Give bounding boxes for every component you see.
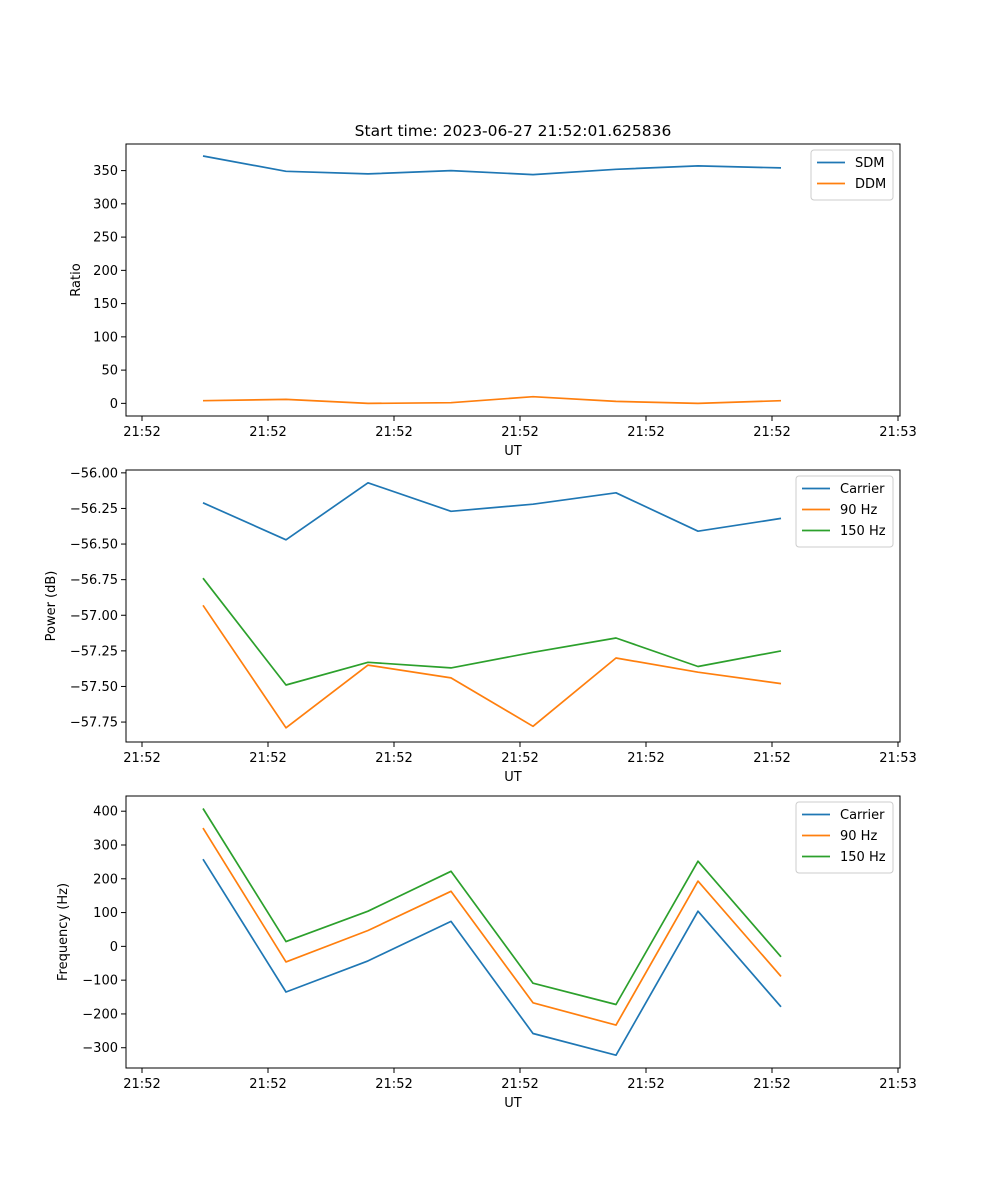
x-tick-label: 21:52 — [123, 751, 160, 766]
x-tick-label: 21:52 — [627, 751, 664, 766]
y-tick-label: 300 — [93, 197, 118, 212]
y-tick-label: −57.00 — [70, 609, 118, 624]
x-tick-label: 21:53 — [879, 751, 916, 766]
x-tick-label: 21:52 — [249, 1077, 286, 1092]
x-tick-label: 21:52 — [123, 425, 160, 440]
y-tick-label: −56.00 — [70, 466, 118, 481]
chart-title: Start time: 2023-06-27 21:52:01.625836 — [355, 122, 672, 140]
legend-entry: 90 Hz — [840, 829, 877, 844]
series-line-90-hz — [202, 827, 782, 1026]
legend-frame — [795, 475, 894, 548]
legend-entry: Carrier — [840, 808, 885, 823]
legend: Carrier 90 Hz 150 Hz — [795, 801, 894, 874]
y-tick-label: 200 — [93, 264, 118, 279]
legend-entry: DDM — [855, 177, 886, 192]
legend-entry: 150 Hz — [840, 850, 886, 865]
x-axis-label: UT — [504, 444, 522, 459]
y-tick-label: 300 — [93, 838, 118, 853]
x-tick-label: 21:52 — [249, 425, 286, 440]
series-line-90-hz — [202, 604, 782, 729]
y-tick-label: 250 — [93, 231, 118, 246]
series-line-150-hz — [202, 808, 782, 1006]
x-tick-label: 21:52 — [627, 1077, 664, 1092]
legend: SDM DDM — [810, 149, 894, 201]
series-line-ddm — [202, 395, 782, 405]
x-tick-label: 21:53 — [879, 425, 916, 440]
series-line-sdm — [202, 155, 782, 176]
y-tick-label: −56.50 — [70, 538, 118, 553]
x-tick-label: 21:52 — [501, 1077, 538, 1092]
plot-frame — [125, 143, 901, 417]
y-axis-label: Frequency (Hz) — [56, 883, 71, 981]
legend-entry: 150 Hz — [840, 524, 886, 539]
y-tick-label: 350 — [93, 164, 118, 179]
y-tick-label: −200 — [82, 1007, 118, 1022]
series-line-150-hz — [202, 577, 782, 686]
x-tick-label: 21:52 — [123, 1077, 160, 1092]
x-tick-label: 21:52 — [249, 751, 286, 766]
chart-panel-3: 21:52 21:52 21:52 21:52 21:52 21:52 21:53 UT −30… — [56, 795, 917, 1111]
legend-entry: 90 Hz — [840, 503, 877, 518]
y-tick-label: 0 — [110, 940, 118, 955]
series-line-carrier — [202, 481, 782, 541]
y-tick-label: 0 — [110, 397, 118, 412]
y-axis-label: Ratio — [69, 263, 84, 296]
y-tick-label: 50 — [101, 364, 118, 379]
x-tick-label: 21:52 — [375, 1077, 412, 1092]
y-tick-label: 100 — [93, 906, 118, 921]
plot-frame — [125, 795, 901, 1069]
y-tick-label: −100 — [82, 974, 118, 989]
y-tick-label: 200 — [93, 872, 118, 887]
y-tick-label: 400 — [93, 805, 118, 820]
x-tick-label: 21:52 — [753, 1077, 790, 1092]
x-tick-label: 21:52 — [627, 425, 664, 440]
x-tick-label: 21:52 — [753, 425, 790, 440]
x-tick-label: 21:52 — [501, 751, 538, 766]
chart-panel-1: Start time: 2023-06-27 21:52:01.625836 21… — [69, 122, 917, 459]
x-tick-label: 21:52 — [375, 751, 412, 766]
x-axis-label: UT — [504, 770, 522, 785]
x-tick-label: 21:52 — [753, 751, 790, 766]
x-axis-label: UT — [504, 1096, 522, 1111]
y-tick-label: −300 — [82, 1041, 118, 1056]
y-tick-label: −57.25 — [70, 644, 118, 659]
y-tick-label: 100 — [93, 330, 118, 345]
plot-frame — [125, 469, 901, 743]
y-tick-label: −57.75 — [70, 716, 118, 731]
legend-entry: SDM — [855, 156, 884, 171]
y-tick-label: −56.75 — [70, 573, 118, 588]
y-axis-label: Power (dB) — [44, 571, 59, 642]
y-tick-label: −57.50 — [70, 680, 118, 695]
y-tick-label: −56.25 — [70, 502, 118, 517]
legend: Carrier 90 Hz 150 Hz — [795, 475, 894, 548]
y-tick-label: 150 — [93, 297, 118, 312]
x-tick-label: 21:52 — [375, 425, 412, 440]
legend-frame — [795, 801, 894, 874]
chart-panel-2: 21:52 21:52 21:52 21:52 21:52 21:52 21:53 UT −57… — [44, 466, 917, 785]
x-tick-label: 21:53 — [879, 1077, 916, 1092]
x-tick-label: 21:52 — [501, 425, 538, 440]
legend-entry: Carrier — [840, 482, 885, 497]
series-line-carrier — [202, 858, 782, 1057]
